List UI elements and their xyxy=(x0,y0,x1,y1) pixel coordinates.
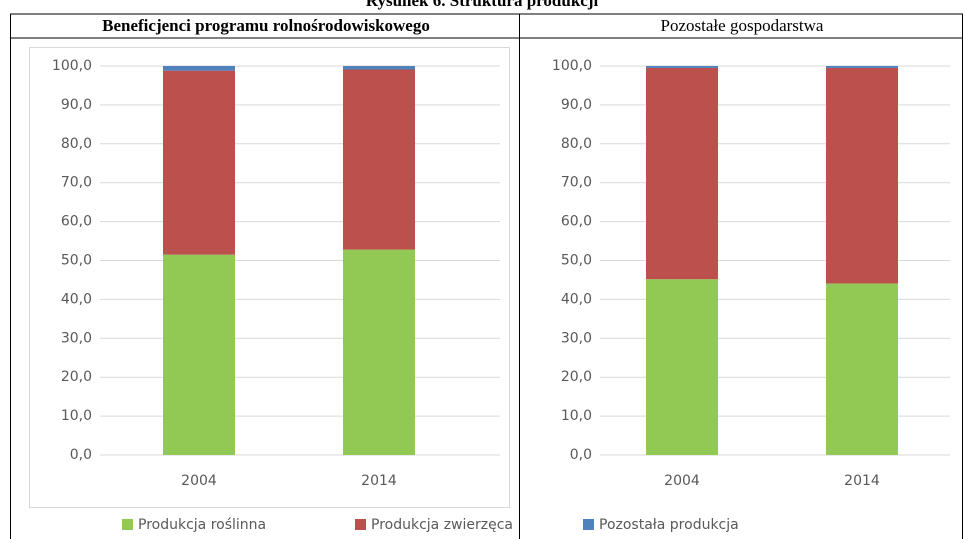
y-tick-label: 60,0 xyxy=(61,214,92,230)
bar-segment xyxy=(343,69,415,250)
bar-segment xyxy=(646,279,718,455)
bar-segment xyxy=(826,283,898,455)
y-tick-label: 60,0 xyxy=(561,214,592,230)
bar-segment xyxy=(343,66,415,70)
bar-segment xyxy=(163,66,235,71)
y-tick-label: 90,0 xyxy=(561,97,592,113)
chart-title: Pozostałe gospodarstwa xyxy=(661,16,824,35)
x-tick-label: 2004 xyxy=(664,473,700,489)
legend-label: Pozostała produkcja xyxy=(599,517,739,533)
x-tick-label: 2014 xyxy=(844,473,880,489)
legend-swatch xyxy=(355,519,366,530)
legend-swatch xyxy=(122,519,133,530)
figure-title: Rysunek 6. Struktura produkcji xyxy=(366,0,599,10)
y-tick-label: 100,0 xyxy=(52,58,92,74)
y-tick-label: 20,0 xyxy=(61,369,92,385)
y-tick-label: 0,0 xyxy=(570,447,592,463)
bar-segment xyxy=(343,249,415,455)
y-tick-label: 40,0 xyxy=(561,291,592,307)
chart-title: Beneficjenci programu rolnośrodowiskoweg… xyxy=(102,16,430,35)
y-tick-label: 100,0 xyxy=(552,58,592,74)
y-tick-label: 30,0 xyxy=(561,330,592,346)
y-tick-label: 90,0 xyxy=(61,97,92,113)
y-tick-label: 20,0 xyxy=(561,369,592,385)
y-tick-label: 80,0 xyxy=(561,136,592,152)
x-tick-label: 2004 xyxy=(181,473,217,489)
y-tick-label: 10,0 xyxy=(61,408,92,424)
y-tick-label: 80,0 xyxy=(61,136,92,152)
y-tick-label: 50,0 xyxy=(61,253,92,269)
y-tick-label: 10,0 xyxy=(561,408,592,424)
y-tick-label: 70,0 xyxy=(561,175,592,191)
bar-segment xyxy=(646,66,718,68)
bar-segment xyxy=(163,254,235,455)
legend-swatch xyxy=(583,519,594,530)
bar-segment xyxy=(163,70,235,255)
plot-frame xyxy=(29,47,510,508)
y-tick-label: 50,0 xyxy=(561,253,592,269)
y-tick-label: 30,0 xyxy=(61,330,92,346)
x-tick-label: 2014 xyxy=(361,473,397,489)
bar-segment xyxy=(826,66,898,68)
y-tick-label: 40,0 xyxy=(61,291,92,307)
bar-segment xyxy=(646,67,718,280)
y-tick-label: 70,0 xyxy=(61,175,92,191)
bar-segment xyxy=(826,67,898,284)
y-tick-label: 0,0 xyxy=(70,447,92,463)
legend-label: Produkcja zwierzęca xyxy=(371,517,513,533)
legend-label: Produkcja roślinna xyxy=(138,517,266,533)
